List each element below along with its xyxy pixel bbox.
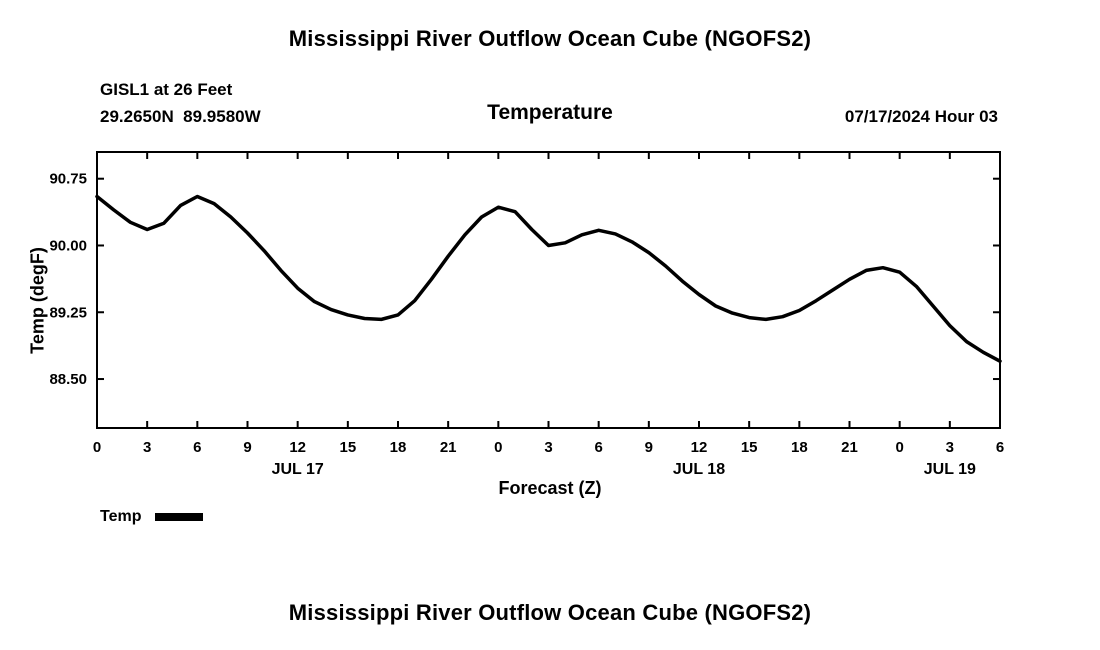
svg-text:88.50: 88.50 bbox=[49, 371, 87, 388]
legend-label: Temp bbox=[100, 508, 142, 525]
svg-text:0: 0 bbox=[494, 439, 502, 456]
svg-text:21: 21 bbox=[841, 439, 858, 456]
svg-text:JUL 18: JUL 18 bbox=[673, 461, 725, 478]
page-title: Mississippi River Outflow Ocean Cube (NG… bbox=[288, 26, 812, 51]
svg-text:15: 15 bbox=[339, 439, 356, 456]
svg-text:90.00: 90.00 bbox=[49, 237, 87, 254]
svg-text:18: 18 bbox=[390, 439, 407, 456]
svg-text:18: 18 bbox=[791, 439, 808, 456]
svg-text:6: 6 bbox=[193, 439, 201, 456]
svg-text:0: 0 bbox=[93, 439, 101, 456]
forecast-datetime-label: 07/17/2024 Hour 03 bbox=[844, 107, 998, 126]
svg-text:3: 3 bbox=[544, 439, 552, 456]
svg-text:JUL 17: JUL 17 bbox=[272, 461, 324, 478]
y-axis-label: Temp (degF) bbox=[27, 247, 48, 354]
variable-title: Temperature bbox=[487, 101, 613, 124]
station-label: GISL1 at 26 Feet bbox=[100, 80, 233, 99]
svg-text:3: 3 bbox=[946, 439, 954, 456]
legend-line-swatch bbox=[155, 513, 204, 521]
temperature-chart: 0 3 6 9 12 15 18 21 0 3 6 9 12 15 18 21 0 3 6 JUL 17 JUL 18 J… bbox=[0, 140, 1100, 480]
svg-text:15: 15 bbox=[741, 439, 758, 456]
svg-text:JUL 19: JUL 19 bbox=[924, 461, 976, 478]
temperature-chart-canvas: 0 3 6 9 12 15 18 21 0 3 6 9 12 15 18 21 0 3 6 JUL 17 JUL 18 J… bbox=[49, 151, 1004, 478]
svg-text:6: 6 bbox=[996, 439, 1004, 456]
svg-text:89.25: 89.25 bbox=[49, 304, 87, 321]
svg-text:21: 21 bbox=[440, 439, 457, 456]
svg-text:9: 9 bbox=[645, 439, 653, 456]
svg-text:3: 3 bbox=[143, 439, 151, 456]
legend: Temp bbox=[100, 508, 204, 526]
x-axis-label: Forecast (Z) bbox=[498, 478, 602, 498]
svg-text:90.75: 90.75 bbox=[49, 171, 87, 188]
svg-text:0: 0 bbox=[895, 439, 903, 456]
svg-text:12: 12 bbox=[289, 439, 306, 456]
second-chart-title: Mississippi River Outflow Ocean Cube (NG… bbox=[288, 600, 812, 625]
svg-text:12: 12 bbox=[691, 439, 708, 456]
coordinates-label: 29.2650N 89.9580W bbox=[100, 107, 261, 126]
svg-text:9: 9 bbox=[243, 439, 251, 456]
svg-text:6: 6 bbox=[594, 439, 602, 456]
